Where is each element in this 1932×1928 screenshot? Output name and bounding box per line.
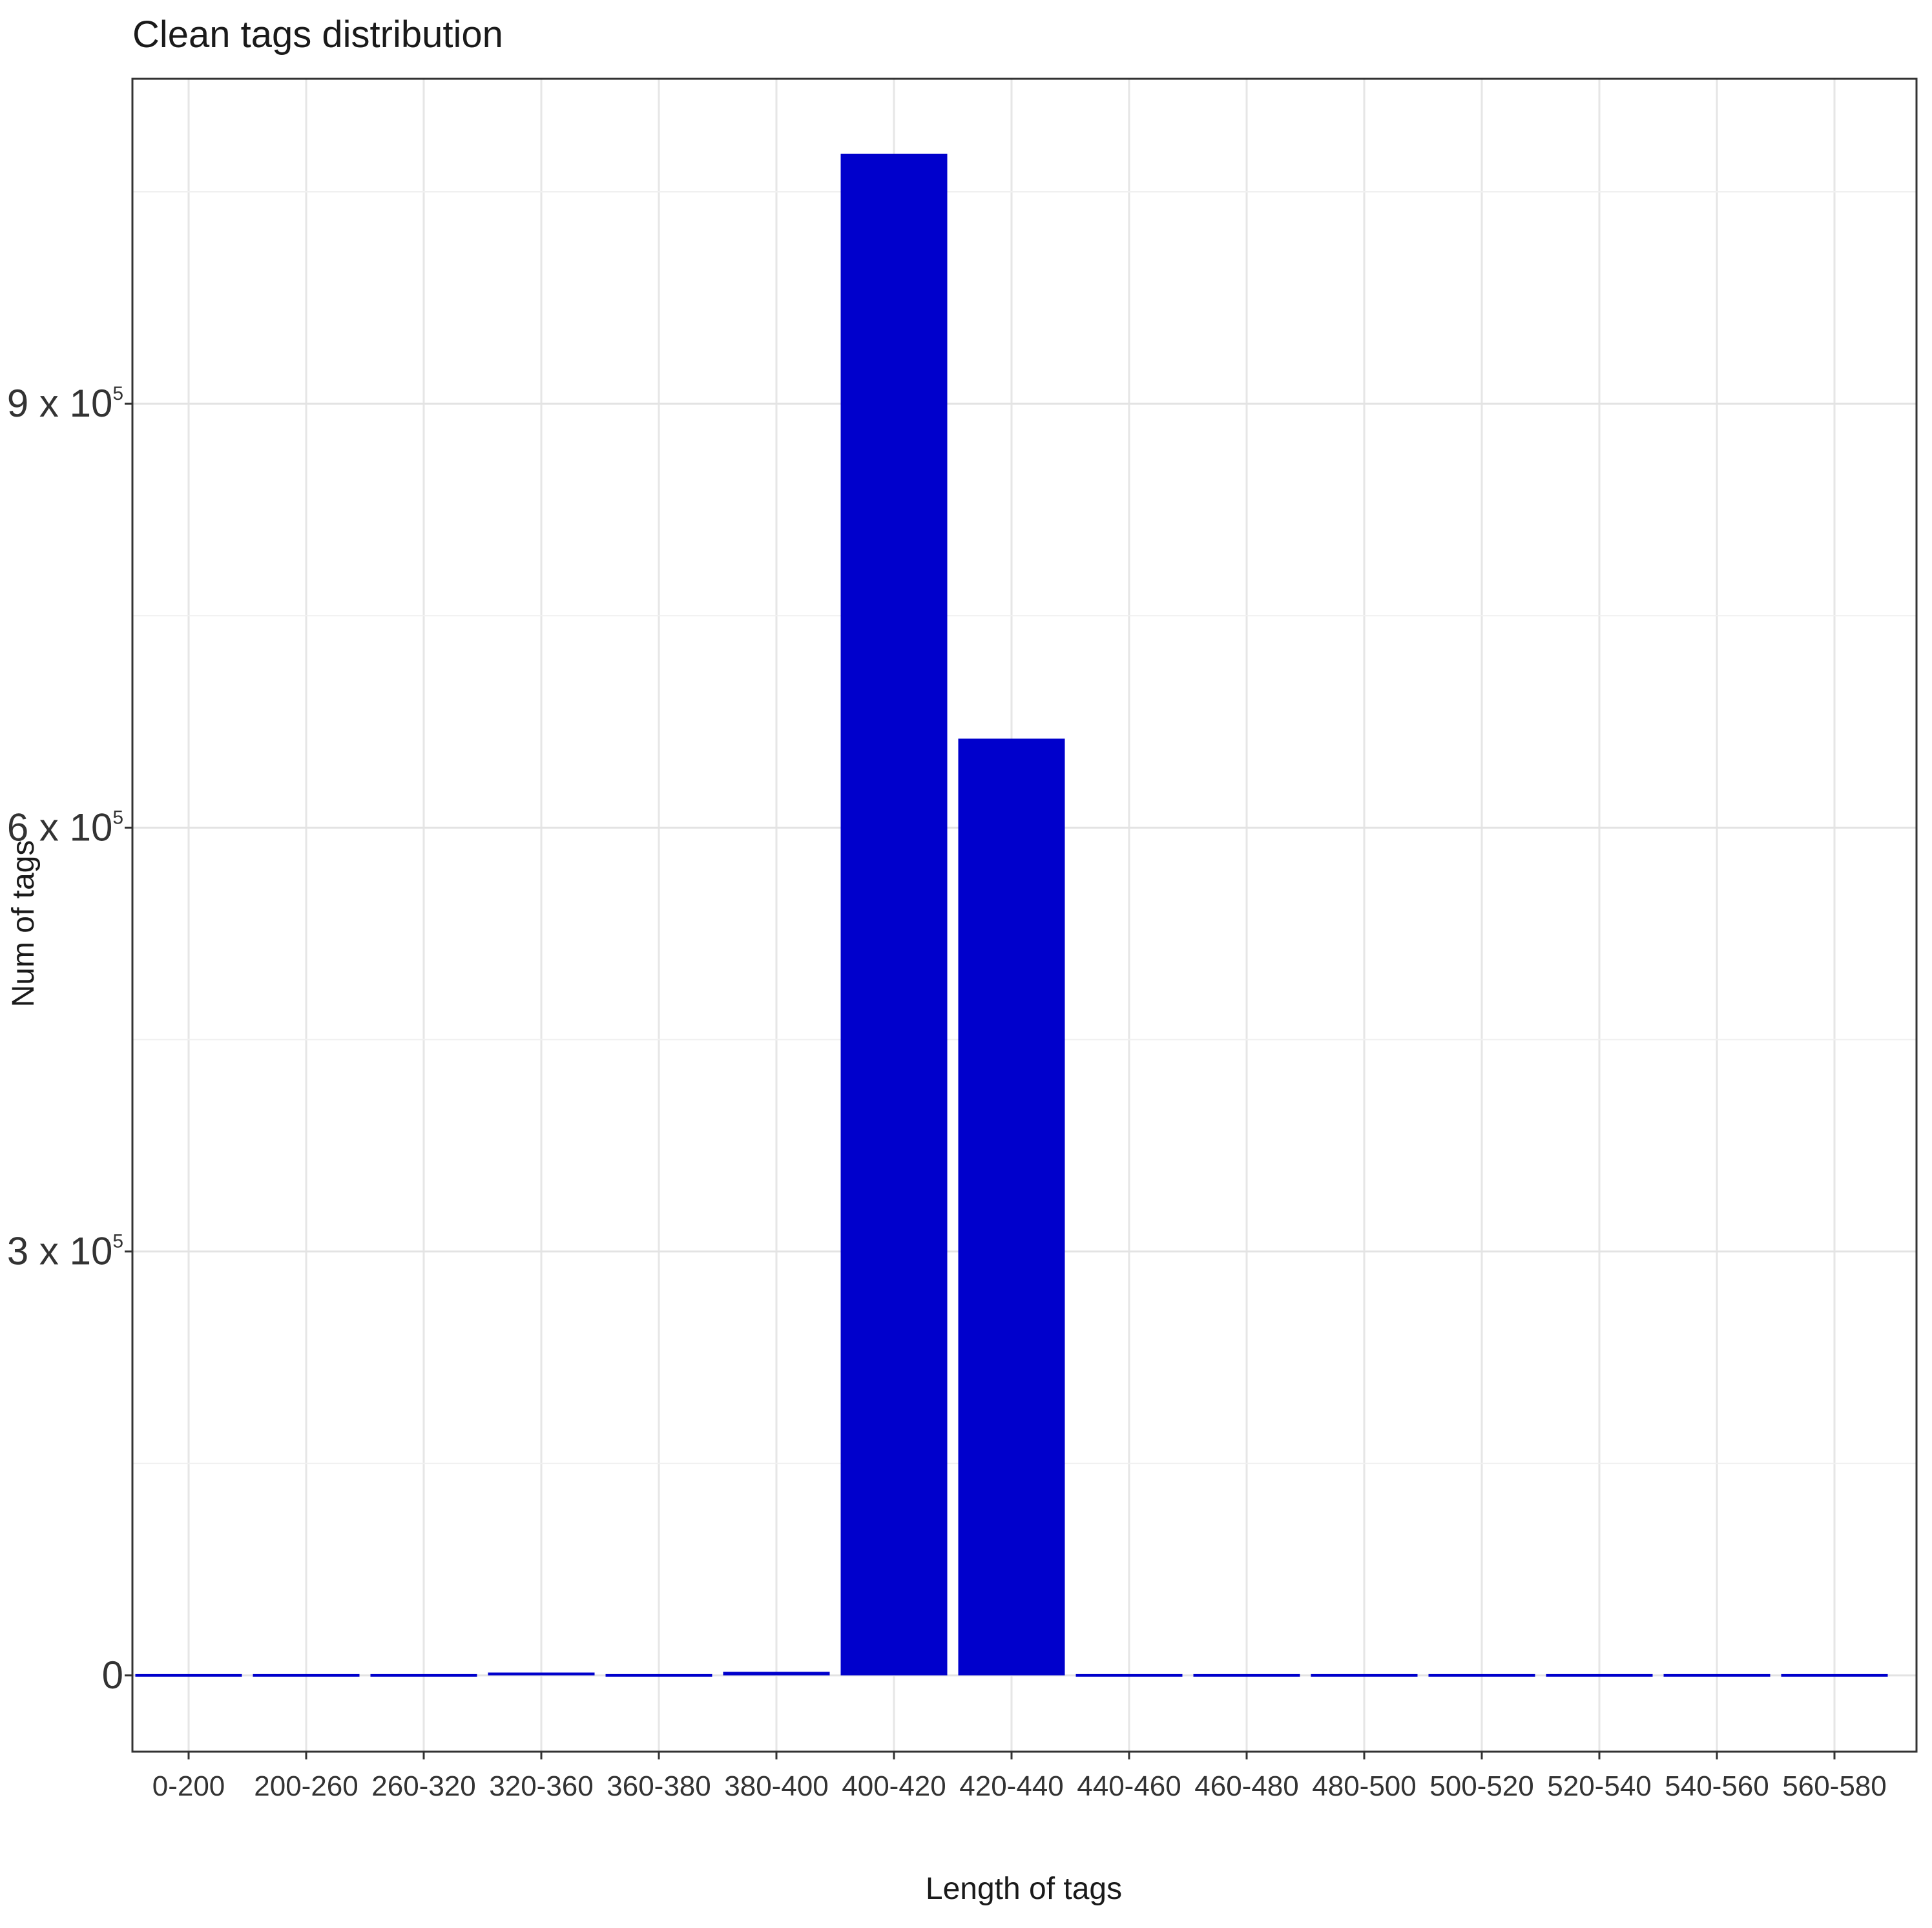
gridlines <box>132 79 1916 1752</box>
bar-260-320 <box>370 1674 477 1677</box>
x-tick-label: 440-460 <box>1077 1770 1181 1802</box>
x-tick-label: 420-440 <box>959 1770 1063 1802</box>
bar-380-400 <box>723 1672 830 1675</box>
bar-420-440 <box>958 738 1065 1675</box>
x-axis-title: Length of tags <box>926 1872 1122 1906</box>
bar-480-500 <box>1311 1674 1418 1677</box>
x-tick-label: 400-420 <box>842 1770 946 1802</box>
plot-panel-border <box>131 78 1918 1753</box>
y-tick-label: 0 <box>102 1653 123 1697</box>
y-tick-label: 3 x 105 <box>7 1230 123 1273</box>
bar-0-200 <box>135 1674 242 1677</box>
x-tick-label: 380-400 <box>724 1770 828 1802</box>
x-tick-label: 460-480 <box>1194 1770 1298 1802</box>
x-tick-label: 200-260 <box>254 1770 358 1802</box>
x-tick-label: 320-360 <box>489 1770 593 1802</box>
x-tick-label: 500-520 <box>1429 1770 1533 1802</box>
y-axis-title: Num of tags <box>6 840 41 1008</box>
x-tick-label: 360-380 <box>607 1770 711 1802</box>
bar-440-460 <box>1075 1674 1183 1677</box>
x-tick-label: 560-580 <box>1782 1770 1886 1802</box>
bar-500-520 <box>1428 1674 1535 1677</box>
bar-520-540 <box>1546 1674 1653 1677</box>
x-tick-label: 480-500 <box>1312 1770 1416 1802</box>
bar-400-420 <box>840 153 948 1675</box>
x-tick-label: 0-200 <box>152 1770 225 1802</box>
bar-540-560 <box>1663 1674 1771 1677</box>
y-tick-label: 9 x 105 <box>7 382 123 425</box>
x-tick-label: 520-540 <box>1547 1770 1651 1802</box>
bar-360-380 <box>605 1674 712 1677</box>
bar-200-260 <box>253 1674 360 1677</box>
y-tick-label: 6 x 105 <box>7 805 123 849</box>
bar-460-480 <box>1193 1674 1300 1677</box>
chart-title: Clean tags distribution <box>132 14 503 56</box>
x-tick-label: 260-320 <box>371 1770 475 1802</box>
bar-320-360 <box>488 1672 595 1675</box>
axes: 0-200 200-260 260-320 320-360 360-380 380-400… <box>7 382 1887 1802</box>
bar-560-580 <box>1781 1674 1888 1677</box>
bars <box>135 153 1888 1677</box>
x-tick-label: 540-560 <box>1665 1770 1769 1802</box>
